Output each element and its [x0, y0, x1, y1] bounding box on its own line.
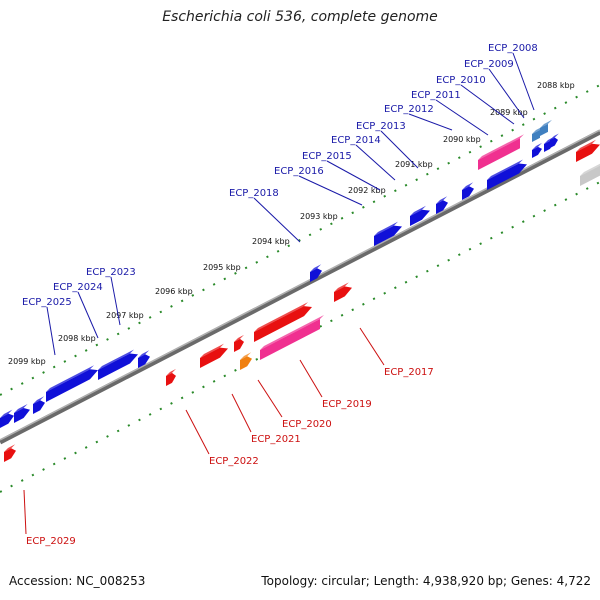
gene-feature[interactable]: [550, 133, 559, 148]
gene-feature[interactable]: [4, 444, 16, 462]
gene-feature[interactable]: [462, 182, 474, 200]
gene-feature[interactable]: [138, 350, 150, 368]
leader-line: [512, 52, 535, 111]
gene-label-top[interactable]: ECP_2010: [436, 75, 486, 86]
gene-label-top[interactable]: ECP_2024: [53, 282, 103, 293]
gene-label-top[interactable]: ECP_2025: [22, 297, 72, 308]
kbp-tick-label: 2094 kbp: [252, 237, 290, 246]
leader-line: [253, 197, 301, 243]
kbp-tick-label: 2095 kbp: [203, 263, 241, 272]
topology-text: Topology: circular; Length: 4,938,920 bp…: [261, 574, 591, 588]
gene-label-top[interactable]: ECP_2015: [302, 151, 352, 162]
leader-line: [435, 99, 489, 136]
gene-feature[interactable]: [532, 142, 542, 158]
kbp-tick-label: 2090 kbp: [443, 135, 481, 144]
kbp-tick-label: 2092 kbp: [348, 186, 386, 195]
gene-label-top[interactable]: ECP_2009: [464, 59, 514, 70]
gene-label-top[interactable]: ECP_2012: [384, 104, 434, 115]
leader-line: [46, 306, 56, 356]
kbp-tick-label: 2089 kbp: [490, 108, 528, 117]
gene-feature[interactable]: [436, 196, 448, 214]
map-title: Escherichia coli 536, complete genome: [162, 9, 438, 25]
leader-line: [359, 327, 385, 366]
gene-feature[interactable]: [374, 221, 402, 246]
kbp-tick-label: 2088 kbp: [537, 81, 575, 90]
gene-label-top[interactable]: ECP_2018: [229, 188, 279, 199]
kbp-tick-label: 2096 kbp: [155, 287, 193, 296]
gene-feature[interactable]: [254, 302, 312, 342]
gene-label-top[interactable]: ECP_2013: [356, 121, 406, 132]
gene-feature[interactable]: [478, 134, 524, 170]
leader-line: [299, 359, 323, 398]
leader-line: [110, 276, 121, 326]
leader-line: [355, 144, 396, 181]
outer-ruler: [0, 84, 600, 396]
leader-line: [326, 160, 381, 191]
gene-feature[interactable]: [33, 396, 45, 414]
gene-feature[interactable]: [410, 205, 430, 226]
gene-feature[interactable]: [234, 334, 244, 352]
kbp-tick-label: 2093 kbp: [300, 212, 338, 221]
gene-feature[interactable]: [200, 343, 228, 368]
gene-labels: ECP_2008 ECP_2009 ECP_2010 ECP_2011 ECP_2012…: [22, 43, 538, 547]
gene-label-bottom[interactable]: ECP_2029: [26, 536, 76, 547]
gene-label-top[interactable]: ECP_2023: [86, 267, 136, 278]
leader-line: [257, 379, 283, 418]
kbp-tick-label: 2098 kbp: [58, 334, 96, 343]
gene-feature[interactable]: [98, 349, 138, 380]
leader-line: [185, 409, 210, 455]
gene-feature[interactable]: [260, 314, 324, 360]
gene-label-top[interactable]: ECP_2008: [488, 43, 538, 54]
gene-feature[interactable]: [576, 139, 600, 162]
gene-feature[interactable]: [14, 404, 30, 423]
gene-feature[interactable]: [0, 409, 14, 428]
kbp-tick-label: 2099 kbp: [8, 357, 46, 366]
gene-feature[interactable]: [580, 162, 600, 186]
gene-label-bottom[interactable]: ECP_2022: [209, 456, 259, 467]
gene-feature[interactable]: [540, 119, 552, 136]
gene-feature[interactable]: [487, 159, 527, 190]
gene-label-top[interactable]: ECP_2011: [411, 90, 461, 101]
accession-text: Accession: NC_008253: [9, 574, 146, 588]
leader-line: [488, 68, 525, 119]
leader-line: [380, 130, 419, 169]
gene-features: [0, 119, 600, 462]
gene-feature[interactable]: [240, 352, 252, 370]
gene-feature[interactable]: [166, 368, 176, 386]
gene-label-bottom[interactable]: ECP_2020: [282, 419, 332, 430]
gene-feature[interactable]: [334, 282, 352, 302]
gene-label-bottom[interactable]: ECP_2021: [251, 434, 301, 445]
gene-label-bottom[interactable]: ECP_2017: [384, 367, 434, 378]
leader-line: [460, 84, 515, 125]
kbp-tick-label: 2097 kbp: [106, 311, 144, 320]
leader-line: [408, 113, 453, 131]
gene-label-top[interactable]: ECP_2014: [331, 135, 381, 146]
leader-line: [77, 291, 99, 339]
gene-feature[interactable]: [310, 264, 322, 282]
gene-feature[interactable]: [46, 365, 98, 402]
leader-line: [23, 489, 27, 535]
leader-line: [298, 175, 363, 206]
leader-line: [231, 393, 252, 433]
gene-label-top[interactable]: ECP_2016: [274, 166, 324, 177]
gene-label-bottom[interactable]: ECP_2019: [322, 399, 372, 410]
